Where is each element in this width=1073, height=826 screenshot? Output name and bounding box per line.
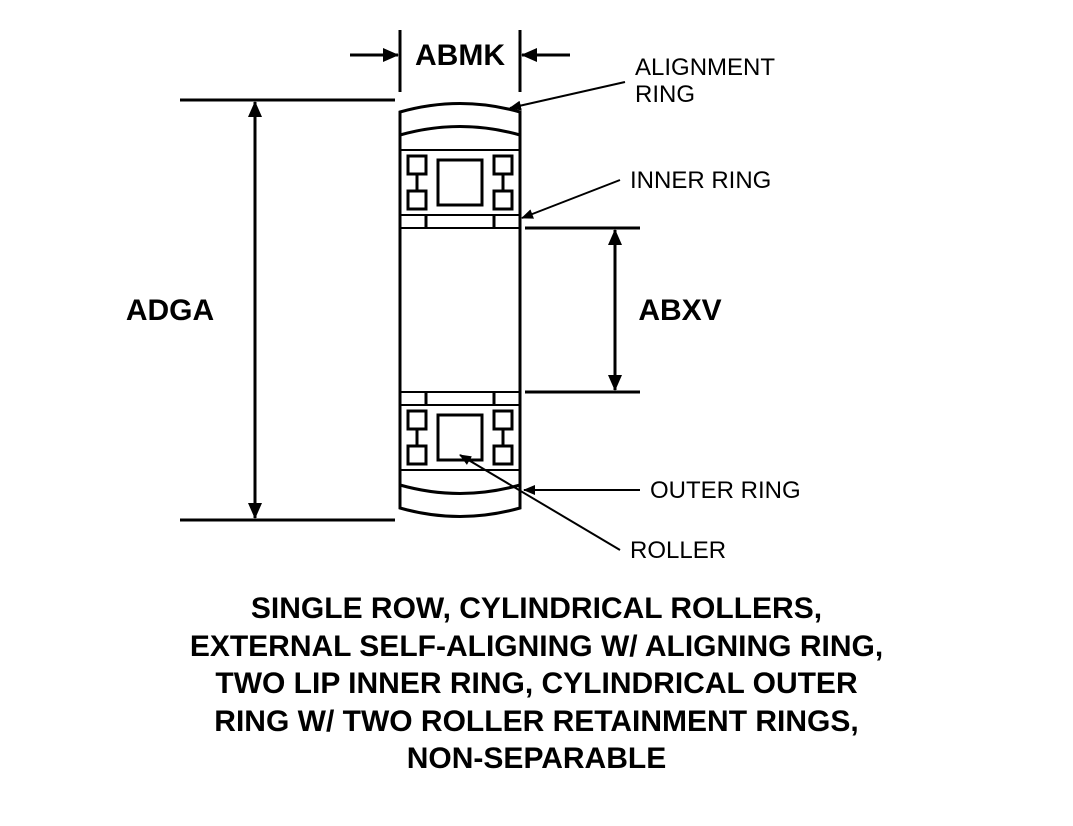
desc-line-5: NON-SEPARABLE — [0, 740, 1073, 778]
callout-inner-ring-label: INNER RING — [630, 167, 771, 194]
callout-alignment-ring-l1: ALIGNMENT — [635, 54, 775, 81]
dim-abxv — [525, 228, 640, 392]
dim-abxv-label: ABXV — [638, 294, 721, 327]
callout-outer-ring-label: OUTER RING — [650, 477, 801, 504]
dim-abmk-label: ABMK — [415, 39, 505, 72]
callout-alignment-ring — [510, 82, 625, 108]
bottom-roller-assembly — [400, 392, 520, 470]
bearing-diagram: ABMK ADGA ABXV ALIGNMENT RING INNER RING… — [0, 0, 1073, 826]
desc-line-4: RING W/ TWO ROLLER RETAINMENT RINGS, — [0, 703, 1073, 741]
desc-line-1: SINGLE ROW, CYLINDRICAL ROLLERS, — [0, 590, 1073, 628]
dim-adga-label: ADGA — [126, 294, 214, 327]
callout-alignment-ring-l2: RING — [635, 81, 695, 108]
desc-line-2: EXTERNAL SELF-ALIGNING W/ ALIGNING RING, — [0, 628, 1073, 666]
bearing-cross-section — [400, 104, 520, 517]
top-roller-assembly — [400, 150, 520, 228]
callout-roller-label: ROLLER — [630, 537, 726, 564]
desc-line-3: TWO LIP INNER RING, CYLINDRICAL OUTER — [0, 665, 1073, 703]
callout-roller — [460, 455, 620, 550]
description-block: SINGLE ROW, CYLINDRICAL ROLLERS, EXTERNA… — [0, 590, 1073, 778]
callout-inner-ring — [522, 180, 620, 218]
